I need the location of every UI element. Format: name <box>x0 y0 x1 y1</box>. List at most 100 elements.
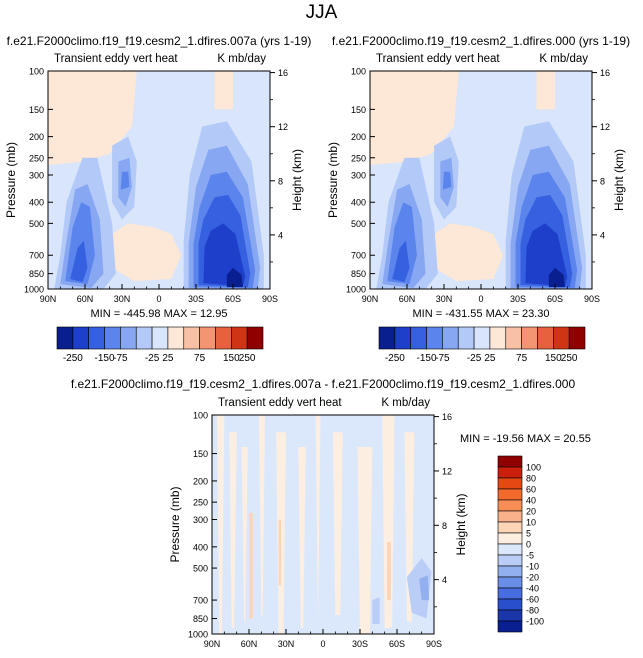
x-tick-label: 0 <box>156 294 161 304</box>
colorbar-label: 5 <box>526 529 531 539</box>
y-tick-label: 700 <box>351 251 366 261</box>
y-tick-label: 850 <box>29 269 44 279</box>
colorbar-label: 250 <box>239 353 256 364</box>
x-tick-label: 30S <box>352 639 368 649</box>
colorbar-cell <box>442 326 459 350</box>
colorbar-label: -60 <box>526 595 539 605</box>
y-tick-label: 300 <box>351 171 366 181</box>
contour-nh-upper-c <box>442 171 452 190</box>
x-tick-label: 90N <box>40 294 57 304</box>
colorbar-cell <box>489 326 507 350</box>
colorbar-label: -75 <box>435 353 450 364</box>
positive-region-sh-upper <box>214 71 233 110</box>
right-tick-label: 8 <box>600 176 605 186</box>
colorbar-cell <box>135 326 153 350</box>
y-axis-label-right: Height (km) <box>454 493 468 555</box>
colorbar-cell <box>568 326 586 350</box>
x-tick-label: 60N <box>399 294 416 304</box>
colorbar-cell <box>394 326 411 350</box>
contour-sh-5 <box>548 267 565 288</box>
colorbar-cell <box>426 326 443 350</box>
y-tick-label: 400 <box>29 198 44 208</box>
positive-region-tropics <box>434 223 504 282</box>
colorbar-label: -100 <box>526 617 544 627</box>
colorbar-cell <box>72 326 89 350</box>
colorbar-label: 80 <box>526 474 536 484</box>
y-axis-label: Pressure (mb) <box>326 142 340 218</box>
y-tick-label: 250 <box>29 153 44 163</box>
colorbar-cell <box>457 326 475 350</box>
stats-text: MIN = -431.55 MAX = 23.30 <box>413 308 550 320</box>
y-axis-label: Pressure (mb) <box>4 142 18 218</box>
colorbar-cell <box>231 326 248 350</box>
x-tick-label: 30S <box>188 294 204 304</box>
colorbar-cell <box>553 326 570 350</box>
y-tick-label: 500 <box>29 219 44 229</box>
y-tick-label: 500 <box>351 219 366 229</box>
right-tick-label: 8 <box>442 521 447 531</box>
x-tick-label: 30N <box>278 639 295 649</box>
subtitle-left: Transient eddy vert heat <box>218 397 342 409</box>
colorbar-cell <box>497 532 523 545</box>
colorbar-cell <box>497 543 523 556</box>
contour-nh-3 <box>392 240 410 283</box>
right-tick-label: 4 <box>600 230 605 240</box>
x-tick-label: 90S <box>426 639 442 649</box>
colorbar-label: -250 <box>385 353 405 364</box>
colorbar-cell <box>497 455 523 468</box>
right-tick-label: 16 <box>600 68 610 78</box>
colorbar-cell <box>505 326 522 350</box>
x-tick-label: 30S <box>510 294 526 304</box>
y-tick-label: 400 <box>351 198 366 208</box>
positive-streak <box>258 415 265 616</box>
y-axis-label-right: Height (km) <box>290 149 304 211</box>
y-tick-label: 700 <box>29 251 44 261</box>
colorbar-cell <box>497 620 523 633</box>
colorbar-cell <box>167 326 185 350</box>
right-tick-label: 16 <box>278 68 288 78</box>
figure-title: JJA <box>305 2 338 23</box>
colorbar-cell <box>497 587 523 600</box>
colorbar-label: 150 <box>223 353 240 364</box>
x-tick-label: 60S <box>547 294 563 304</box>
colorbar-cell <box>151 326 169 350</box>
y-tick-label: 500 <box>193 564 208 574</box>
positive-region-nh-upper <box>48 71 137 165</box>
subtitle-left: Transient eddy vert heat <box>376 53 500 65</box>
y-axis-label: Pressure (mb) <box>168 486 182 562</box>
colorbar-cell <box>104 326 121 350</box>
colorbar-cell <box>56 326 74 350</box>
positive-streak <box>241 447 248 622</box>
contour-nh-upper-c <box>120 171 130 190</box>
colorbar-cell <box>497 598 523 611</box>
x-tick-label: 90N <box>362 294 379 304</box>
colorbar-cell <box>199 326 216 350</box>
contour-sh-5 <box>226 267 243 288</box>
colorbar-cell <box>497 521 523 534</box>
colorbar-label: 25 <box>484 353 496 364</box>
colorbar-cell <box>521 326 538 350</box>
colorbar-label: 75 <box>194 353 206 364</box>
colorbar-label: 10 <box>526 518 536 528</box>
panel-top-right: f.e21.F2000climo.f19_f19.cesm2_1.dfires.… <box>326 34 630 364</box>
colorbar-label: -150 <box>95 353 115 364</box>
y-tick-label: 150 <box>29 105 44 115</box>
colorbar-label: 150 <box>545 353 562 364</box>
positive-streak <box>298 447 306 629</box>
colorbar-label: 250 <box>561 353 578 364</box>
right-tick-label: 8 <box>278 176 283 186</box>
y-tick-label: 1000 <box>24 285 44 295</box>
x-tick-label: 60N <box>77 294 94 304</box>
colorbar-label: -10 <box>526 562 539 572</box>
contour-nh-2 <box>387 202 417 285</box>
contour-nh-2 <box>65 202 95 285</box>
x-tick-label: 0 <box>320 639 325 649</box>
right-tick-label: 16 <box>442 412 452 422</box>
panel-title: f.e21.F2000climo.f19_f19.cesm2_1.dfires.… <box>332 34 630 48</box>
y-tick-label: 100 <box>29 67 44 77</box>
y-tick-label: 1000 <box>188 630 208 640</box>
panel-top-left: f.e21.F2000climo.f19_f19.cesm2_1.dfires.… <box>4 34 311 364</box>
subtitle-left: Transient eddy vert heat <box>54 53 178 65</box>
x-tick-label: 0 <box>478 294 483 304</box>
